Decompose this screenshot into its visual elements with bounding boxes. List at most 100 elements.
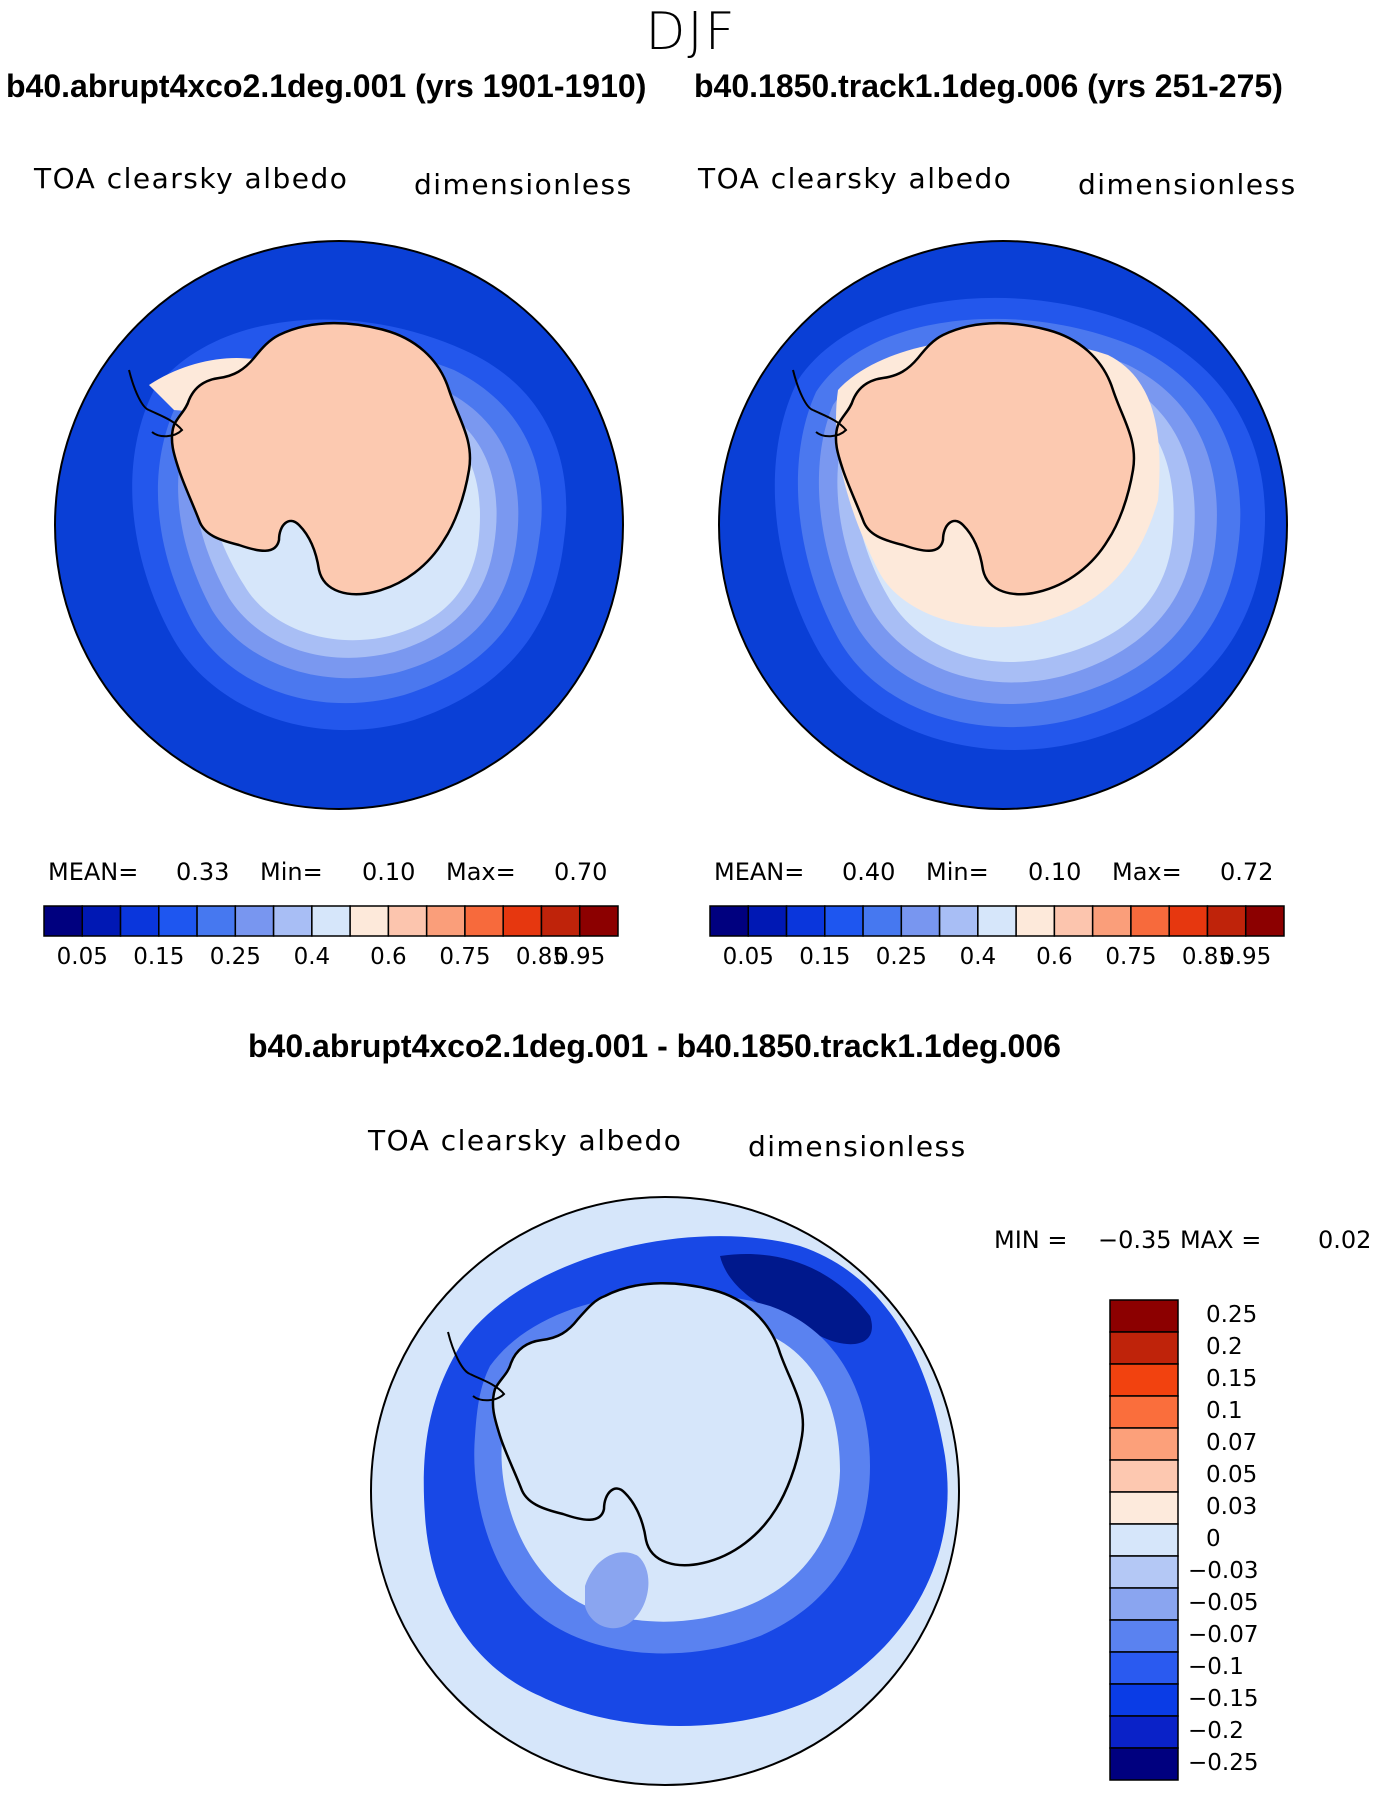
panel2-colorbar-swatch xyxy=(824,905,864,937)
diff-max-value: 0.02 xyxy=(1318,1226,1372,1254)
diff-colorbar-swatch xyxy=(1109,1459,1179,1493)
diff-colorbar-tick-label: −0.07 xyxy=(1188,1622,1259,1648)
diff-colorbar-swatch xyxy=(1109,1363,1179,1397)
diff-variable-label: TOA clearsky albedo xyxy=(368,1124,683,1157)
diff-colorbar-tick-label: 0.07 xyxy=(1206,1430,1258,1456)
panel2-min-value: 0.10 xyxy=(1028,858,1082,886)
panel1-colorbar-swatch xyxy=(272,905,313,937)
panel2-variable-label: TOA clearsky albedo xyxy=(698,162,1013,195)
diff-colorbar-tick-label: 0.25 xyxy=(1206,1302,1258,1328)
panel2-polar-map xyxy=(718,240,1288,810)
panel1-colorbar-tick-label: 0.85 xyxy=(515,944,568,970)
season-title: DJF xyxy=(645,2,737,62)
diff-colorbar-swatch xyxy=(1109,1427,1179,1461)
panel2-colorbar-tick-label: 0.25 xyxy=(875,944,927,970)
diff-colorbar-tick-label: 0.05 xyxy=(1206,1462,1258,1488)
diff-units-label: dimensionless xyxy=(748,1130,967,1163)
panel2-colorbar-swatch xyxy=(747,905,788,937)
diff-colorbar-tick-label: 0 xyxy=(1206,1526,1221,1552)
diff-colorbar-tick-label: −0.05 xyxy=(1188,1590,1259,1616)
panel1-colorbar-swatch xyxy=(43,905,84,937)
panel2-colorbar-swatch xyxy=(785,905,826,937)
diff-colorbar-swatch xyxy=(1109,1747,1179,1781)
panel2-colorbar-swatch xyxy=(1206,905,1247,937)
panel2-colorbar-swatch xyxy=(1091,905,1132,937)
panel2-colorbar xyxy=(709,905,1285,937)
map-diff-band xyxy=(720,1254,872,1345)
map-peninsula xyxy=(128,369,150,411)
panel2-colorbar-ticks: 0.05 0.15 0.25 0.4 0.6 0.75 0.85 0.95 xyxy=(710,944,1284,974)
diff-colorbar-swatch xyxy=(1109,1587,1179,1621)
panel1-colorbar-swatch xyxy=(540,905,581,937)
panel2-colorbar-tick-label: 0.4 xyxy=(959,944,997,970)
diff-colorbar-ticks: 0.25 0.2 0.15 0.1 0.07 0.05 0.03 0 −0.03 −0.05 −0.… xyxy=(1188,1300,1288,1780)
panel1-colorbar-swatch xyxy=(578,905,619,937)
diff-colorbar-swatch xyxy=(1109,1523,1179,1557)
diff-colorbar-tick-label: −0.15 xyxy=(1188,1686,1259,1712)
panel2-colorbar-swatch xyxy=(1168,905,1209,937)
panel1-colorbar-tick-label: 0.4 xyxy=(293,944,331,970)
panel2-colorbar-swatch xyxy=(1053,905,1094,937)
map-peninsula xyxy=(792,369,814,411)
map-antarctica xyxy=(170,321,472,596)
map-ice-shelf xyxy=(812,409,848,438)
diff-colorbar-tick-label: 0.2 xyxy=(1206,1334,1243,1360)
diff-colorbar-tick-label: 0.1 xyxy=(1206,1398,1243,1424)
panel1-polar-map xyxy=(54,240,624,810)
diff-title: b40.abrupt4xco2.1deg.001 - b40.1850.trac… xyxy=(248,1028,1061,1064)
panel2-colorbar-swatch xyxy=(1015,905,1056,937)
panel1-colorbar-tick-label: 0.05 xyxy=(56,944,108,970)
panel2-colorbar-swatch xyxy=(1244,905,1285,937)
map-antarctica xyxy=(834,321,1136,596)
panel2-colorbar-swatch xyxy=(977,905,1017,937)
panel2-colorbar-tick-label: 0.6 xyxy=(1036,944,1073,970)
map-peninsula xyxy=(447,1331,471,1375)
panel1-max-value: 0.70 xyxy=(554,858,608,886)
panel2-min-label: Min= xyxy=(926,858,989,886)
panel1-colorbar-swatch xyxy=(311,905,351,937)
diff-colorbar-tick-label: 0.03 xyxy=(1206,1494,1258,1520)
map-diff-band xyxy=(585,1552,649,1629)
panel2-units-label: dimensionless xyxy=(1078,168,1297,201)
panel2-colorbar-swatch xyxy=(1130,905,1170,937)
panel2-colorbar-tick-label: 0.85 xyxy=(1181,944,1234,970)
diff-colorbar xyxy=(1109,1299,1179,1781)
panel2-max-value: 0.72 xyxy=(1220,858,1274,886)
panel1-colorbar-swatch xyxy=(387,905,428,937)
diff-colorbar-swatch xyxy=(1109,1651,1179,1685)
diff-colorbar-swatch xyxy=(1109,1715,1179,1749)
panel2-colorbar-swatch xyxy=(709,905,750,937)
map-ice-shelf xyxy=(148,409,184,438)
diff-colorbar-tick-label: −0.25 xyxy=(1188,1750,1259,1776)
panel1-colorbar-swatch xyxy=(425,905,466,937)
diff-colorbar-tick-label: 0.15 xyxy=(1206,1366,1258,1392)
diff-max-label: MAX = xyxy=(1180,1226,1262,1254)
diff-colorbar-swatch xyxy=(1109,1299,1179,1333)
panel2-colorbar-tick-label: 0.95 xyxy=(1220,944,1272,970)
panel1-colorbar-swatch xyxy=(502,905,543,937)
panel2-colorbar-swatch xyxy=(900,905,941,937)
panel1-colorbar xyxy=(43,905,619,937)
panel1-colorbar-swatch xyxy=(234,905,275,937)
diff-colorbar-swatch xyxy=(1109,1395,1179,1429)
panel1-mean-label: MEAN= xyxy=(48,858,139,886)
map-ice-shelf xyxy=(469,1373,506,1402)
diff-min-value: −0.35 xyxy=(1098,1226,1172,1254)
panel2-case-title: b40.1850.track1.1deg.006 (yrs 251-275) xyxy=(694,68,1283,104)
panel2-colorbar-swatch xyxy=(938,905,979,937)
panel2-mean-value: 0.40 xyxy=(842,858,896,886)
panel2-colorbar-tick-label: 0.05 xyxy=(722,944,774,970)
panel2-colorbar-swatch xyxy=(862,905,903,937)
panel1-colorbar-tick-label: 0.25 xyxy=(209,944,261,970)
panel1-min-value: 0.10 xyxy=(362,858,416,886)
panel1-colorbar-swatch xyxy=(119,905,160,937)
diff-colorbar-swatch xyxy=(1109,1491,1179,1525)
panel1-min-label: Min= xyxy=(260,858,323,886)
panel1-variable-label: TOA clearsky albedo xyxy=(34,162,349,195)
panel1-units-label: dimensionless xyxy=(414,168,633,201)
panel1-colorbar-swatch xyxy=(81,905,122,937)
panel1-colorbar-tick-label: 0.6 xyxy=(370,944,407,970)
panel1-colorbar-tick-label: 0.75 xyxy=(439,944,491,970)
diff-colorbar-tick-label: −0.2 xyxy=(1188,1718,1244,1744)
panel1-colorbar-tick-label: 0.95 xyxy=(554,944,606,970)
